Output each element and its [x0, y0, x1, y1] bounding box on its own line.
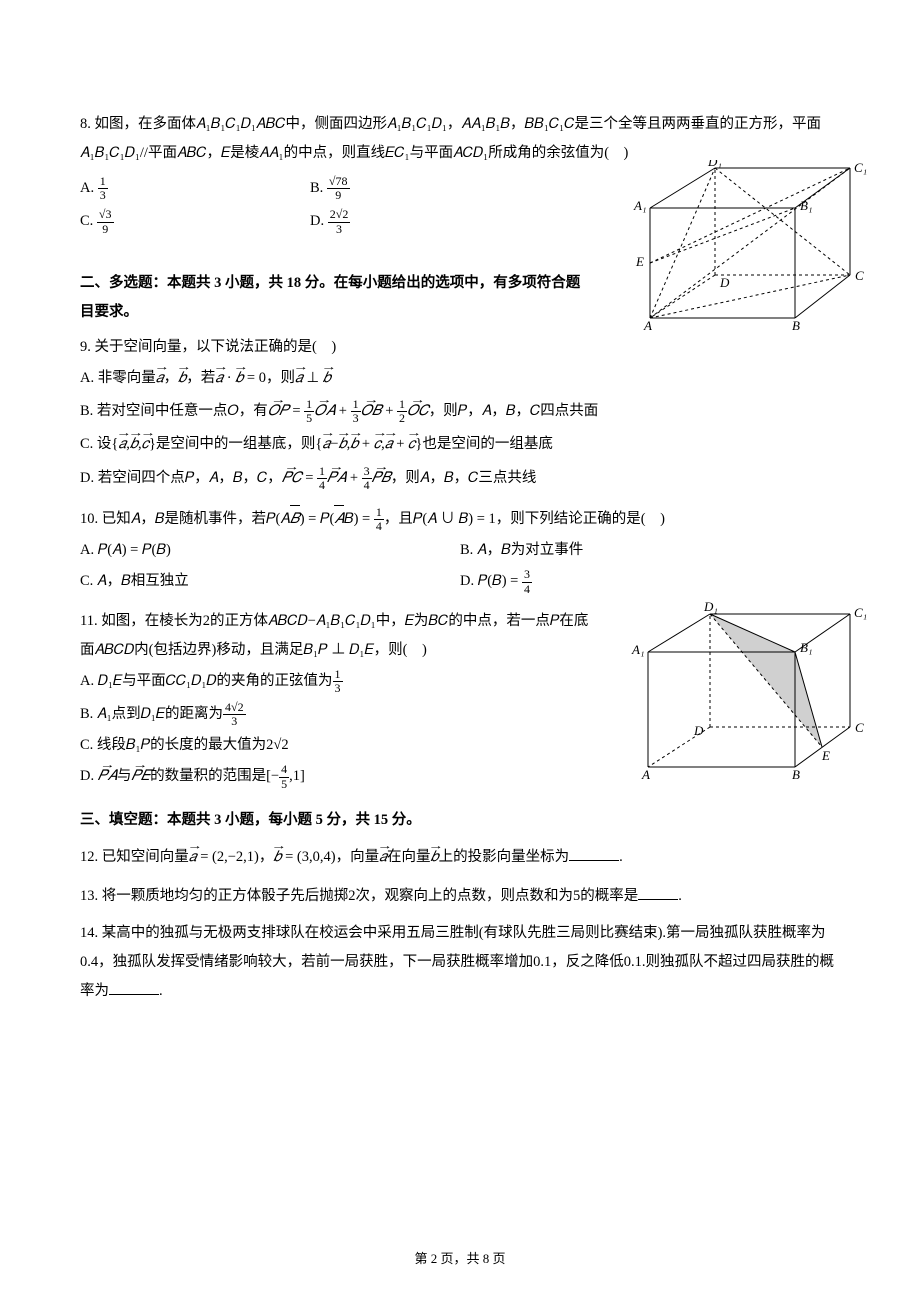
svg-text:D: D	[693, 723, 704, 738]
q8-figure: D₁ C₁ A₁ B₁ E D C A B	[620, 160, 880, 341]
q12: 12. 已知空间向量𝑎 = (2,−2,1)，𝑏 = (3,0,4)，向量𝑎在向…	[80, 841, 840, 874]
q8-optA: A. 13	[80, 172, 310, 205]
q10-optA: A. 𝑃(𝐴) = 𝑃(𝐵)	[80, 536, 460, 565]
q8-optB: B. √789	[310, 172, 540, 205]
svg-text:D₁: D₁	[703, 602, 718, 614]
q10-row2: C. 𝐴，𝐵相互独立 D. 𝑃(𝐵) = 34	[80, 565, 840, 598]
svg-text:B₁: B₁	[800, 198, 812, 213]
q10-stem: 10. 已知𝐴，𝐵是随机事件，若𝑃(𝐴𝐵) = 𝑃(𝐴𝐵) = 14，且𝑃(𝐴 …	[80, 503, 840, 536]
svg-text:C₁: C₁	[854, 605, 867, 620]
q14-blank	[109, 981, 159, 996]
svg-text:E: E	[821, 748, 830, 763]
q8: 8. 如图，在多面体𝐴₁𝐵₁𝐶₁𝐷₁𝐴𝐵𝐶中，侧面四边形𝐴₁𝐵₁𝐶₁𝐷₁，𝐴𝐴₁…	[80, 110, 840, 239]
svg-text:D: D	[719, 275, 730, 290]
q9-optA: A. 非零向量𝑎，𝑏，若𝑎 · 𝑏 = 0，则𝑎 ⊥ 𝑏	[80, 362, 840, 395]
q13-blank	[638, 886, 678, 901]
q9-optB: B. 若对空间中任意一点𝑂，有𝑂𝑃 = 15𝑂𝐴 + 13𝑂𝐵 + 12𝑂𝐶，则…	[80, 395, 840, 428]
q8-svg: D₁ C₁ A₁ B₁ E D C A B	[620, 160, 880, 330]
q13: 13. 将一颗质地均匀的正方体骰子先后抛掷2次，观察向上的点数，则点数和为5的概…	[80, 882, 840, 911]
svg-text:B: B	[792, 767, 800, 782]
q9: 9. 关于空间向量，以下说法正确的是( ) A. 非零向量𝑎，𝑏，若𝑎 · 𝑏 …	[80, 333, 840, 495]
q10-optB: B. 𝐴，𝐵为对立事件	[460, 536, 840, 565]
q9-stem: 9. 关于空间向量，以下说法正确的是( )	[80, 333, 840, 362]
q11: 11. 如图，在棱长为2的正方体𝐴𝐵𝐶𝐷−𝐴₁𝐵₁𝐶₁𝐷₁中，𝐸为𝐵𝐶的中点，若…	[80, 607, 840, 794]
svg-text:B: B	[792, 318, 800, 330]
svg-text:A: A	[643, 318, 652, 330]
svg-text:D₁: D₁	[707, 160, 722, 169]
q9-optC: C. 设{𝑎,𝑏,𝑐}是空间中的一组基底，则{𝑎−𝑏,𝑏 + 𝑐,𝑎 + 𝑐}也…	[80, 428, 840, 461]
svg-text:A₁: A₁	[631, 642, 644, 657]
svg-text:A: A	[641, 767, 650, 782]
page-footer: 第 2 页，共 8 页	[0, 1246, 920, 1272]
q11-figure: D₁ C₁ A₁ B₁ D C E A B	[620, 602, 880, 793]
svg-text:C: C	[855, 720, 864, 735]
q10-row1: A. 𝑃(𝐴) = 𝑃(𝐵) B. 𝐴，𝐵为对立事件	[80, 536, 840, 565]
section3-heading: 三、填空题：本题共 3 小题，每小题 5 分，共 15 分。	[80, 806, 840, 835]
svg-text:B₁: B₁	[800, 640, 812, 655]
q10-optD: D. 𝑃(𝐵) = 34	[460, 565, 840, 598]
q8-optD: D. 2√23	[310, 205, 540, 238]
svg-text:C: C	[855, 268, 864, 283]
q12-blank	[569, 846, 619, 861]
q8-optC: C. √39	[80, 205, 310, 238]
q11-svg: D₁ C₁ A₁ B₁ D C E A B	[620, 602, 880, 782]
q9-optD: D. 若空间四个点𝑃，𝐴，𝐵，𝐶，𝑃𝐶 = 14𝑃𝐴 + 34𝑃𝐵，则𝐴，𝐵，𝐶…	[80, 462, 840, 495]
q10-optC: C. 𝐴，𝐵相互独立	[80, 565, 460, 598]
page: 8. 如图，在多面体𝐴₁𝐵₁𝐶₁𝐷₁𝐴𝐵𝐶中，侧面四边形𝐴₁𝐵₁𝐶₁𝐷₁，𝐴𝐴₁…	[0, 0, 920, 1302]
svg-text:E: E	[635, 254, 644, 269]
q10: 10. 已知𝐴，𝐵是随机事件，若𝑃(𝐴𝐵) = 𝑃(𝐴𝐵) = 14，且𝑃(𝐴 …	[80, 503, 840, 599]
svg-text:A₁: A₁	[633, 198, 646, 213]
svg-text:C₁: C₁	[854, 160, 867, 175]
q14: 14. 某高中的独孤与无极两支排球队在校运会中采用五局三胜制(有球队先胜三局则比…	[80, 919, 840, 1006]
